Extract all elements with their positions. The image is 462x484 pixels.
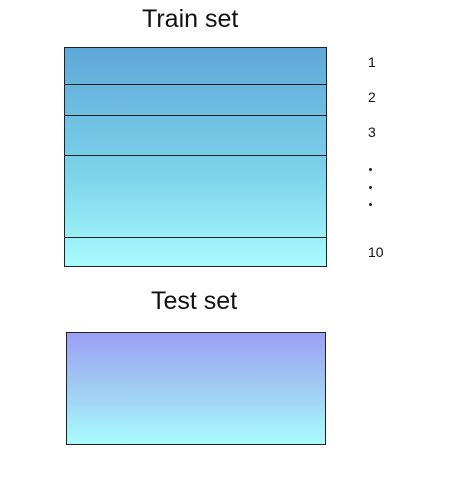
test-set-box — [66, 332, 326, 445]
fold-label-10: 10 — [368, 245, 384, 259]
train-fold-divider — [65, 155, 326, 156]
train-fold-divider — [65, 84, 326, 85]
ellipsis-dot — [369, 168, 372, 171]
train-set-title: Train set — [142, 7, 238, 32]
fold-label-2: 2 — [368, 90, 376, 104]
train-fold-divider — [65, 115, 326, 116]
train-set-box — [64, 47, 327, 267]
ellipsis-dot — [369, 203, 372, 206]
fold-label-3: 3 — [368, 125, 376, 139]
ellipsis-dot — [369, 186, 372, 189]
train-fold-divider — [65, 237, 326, 238]
fold-label-1: 1 — [368, 55, 376, 69]
test-set-title: Test set — [151, 289, 237, 314]
